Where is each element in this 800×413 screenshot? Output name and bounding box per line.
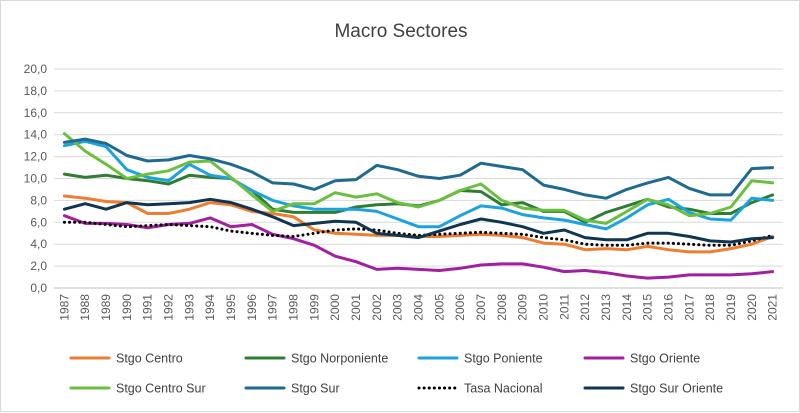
x-tick-label: 1996 (245, 294, 259, 321)
legend-label-stgo-poniente: Stgo Poniente (464, 352, 543, 366)
y-tick-label: 10,0 (24, 172, 48, 186)
x-tick-label: 2006 (453, 294, 467, 321)
x-tick-label: 2004 (412, 294, 426, 321)
x-tick-label: 2013 (599, 294, 613, 321)
x-tick-label: 2012 (578, 294, 592, 321)
series-line-tasa-nacional (62, 220, 775, 247)
x-tick-label: 1995 (224, 294, 238, 321)
y-tick-label: 14,0 (24, 128, 48, 142)
x-tick-label: 1990 (120, 294, 134, 321)
series-line-stgo-norponiente (62, 172, 775, 224)
x-tick-label: 2005 (432, 294, 446, 321)
series-line-stgo-centro-sur (62, 132, 775, 225)
legend: Stgo Centro Stgo Norponiente Stgo Poniente… (69, 352, 723, 396)
y-tick-label: 6,0 (30, 215, 47, 229)
chart-title: Macro Sectores (334, 21, 467, 42)
x-tick-label: 2021 (766, 294, 780, 321)
x-tick-label: 2018 (703, 294, 717, 321)
x-tick-label: 2001 (349, 294, 363, 321)
y-tick-label: 8,0 (30, 193, 47, 207)
x-tick-label: 1999 (307, 294, 321, 321)
x-tick-label: 2017 (682, 294, 696, 321)
x-tick-label: 2000 (328, 294, 342, 321)
x-axis-ticks: 1987 1988 1989 1990 1991 1992 1993 1994 1995 1996… (57, 294, 779, 321)
x-tick-label: 1989 (99, 294, 113, 321)
y-tick-label: 16,0 (24, 106, 48, 120)
x-tick-label: 2008 (495, 294, 509, 321)
legend-label-tasa-nacional: Tasa Nacional (464, 382, 543, 396)
y-tick-label: 12,0 (24, 150, 48, 164)
legend-label-stgo-norponiente: Stgo Norponiente (291, 352, 388, 366)
x-tick-label: 2009 (516, 294, 530, 321)
series-line-stgo-sur (62, 137, 775, 200)
x-tick-label: 1998 (287, 294, 301, 321)
x-tick-label: 1991 (141, 294, 155, 321)
x-tick-label: 2020 (745, 294, 759, 321)
y-tick-label: 2,0 (30, 259, 47, 273)
legend-label-stgo-sur: Stgo Sur (291, 382, 340, 396)
x-tick-label: 1997 (266, 294, 280, 321)
series-line-stgo-sur-oriente (62, 197, 775, 244)
series-line-stgo-oriente (62, 214, 775, 280)
x-tick-label: 2019 (724, 294, 738, 321)
x-tick-label: 2015 (641, 294, 655, 321)
x-tick-label: 2010 (536, 294, 550, 321)
y-axis-ticks: 0,0 2,0 4,0 6,0 8,0 10,0 12,0 14,0 16,0 18,0 20,0 (24, 62, 48, 295)
x-tick-label: 1994 (203, 294, 217, 321)
series-line-stgo-poniente (62, 139, 775, 231)
x-tick-label: 1987 (57, 294, 71, 321)
x-tick-label: 2002 (370, 294, 384, 321)
gridlines (54, 68, 783, 289)
x-tick-label: 2003 (391, 294, 405, 321)
x-tick-label: 1993 (182, 294, 196, 321)
x-tick-label: 2014 (620, 294, 634, 321)
legend-label-stgo-centro-sur: Stgo Centro Sur (116, 382, 206, 396)
x-tick-label: 2016 (661, 294, 675, 321)
x-tick-label: 1988 (78, 294, 92, 321)
x-tick-label: 2007 (474, 294, 488, 321)
x-tick-label: 1992 (162, 294, 176, 321)
series-lines (62, 132, 775, 280)
legend-label-stgo-oriente: Stgo Oriente (630, 352, 700, 366)
y-tick-label: 4,0 (30, 237, 47, 251)
legend-label-stgo-centro: Stgo Centro (116, 352, 183, 366)
legend-label-stgo-sur-oriente: Stgo Sur Oriente (630, 382, 723, 396)
y-tick-label: 0,0 (30, 281, 47, 295)
y-tick-label: 18,0 (24, 84, 48, 98)
y-tick-label: 20,0 (24, 62, 48, 76)
x-tick-label: 2011 (557, 294, 571, 320)
